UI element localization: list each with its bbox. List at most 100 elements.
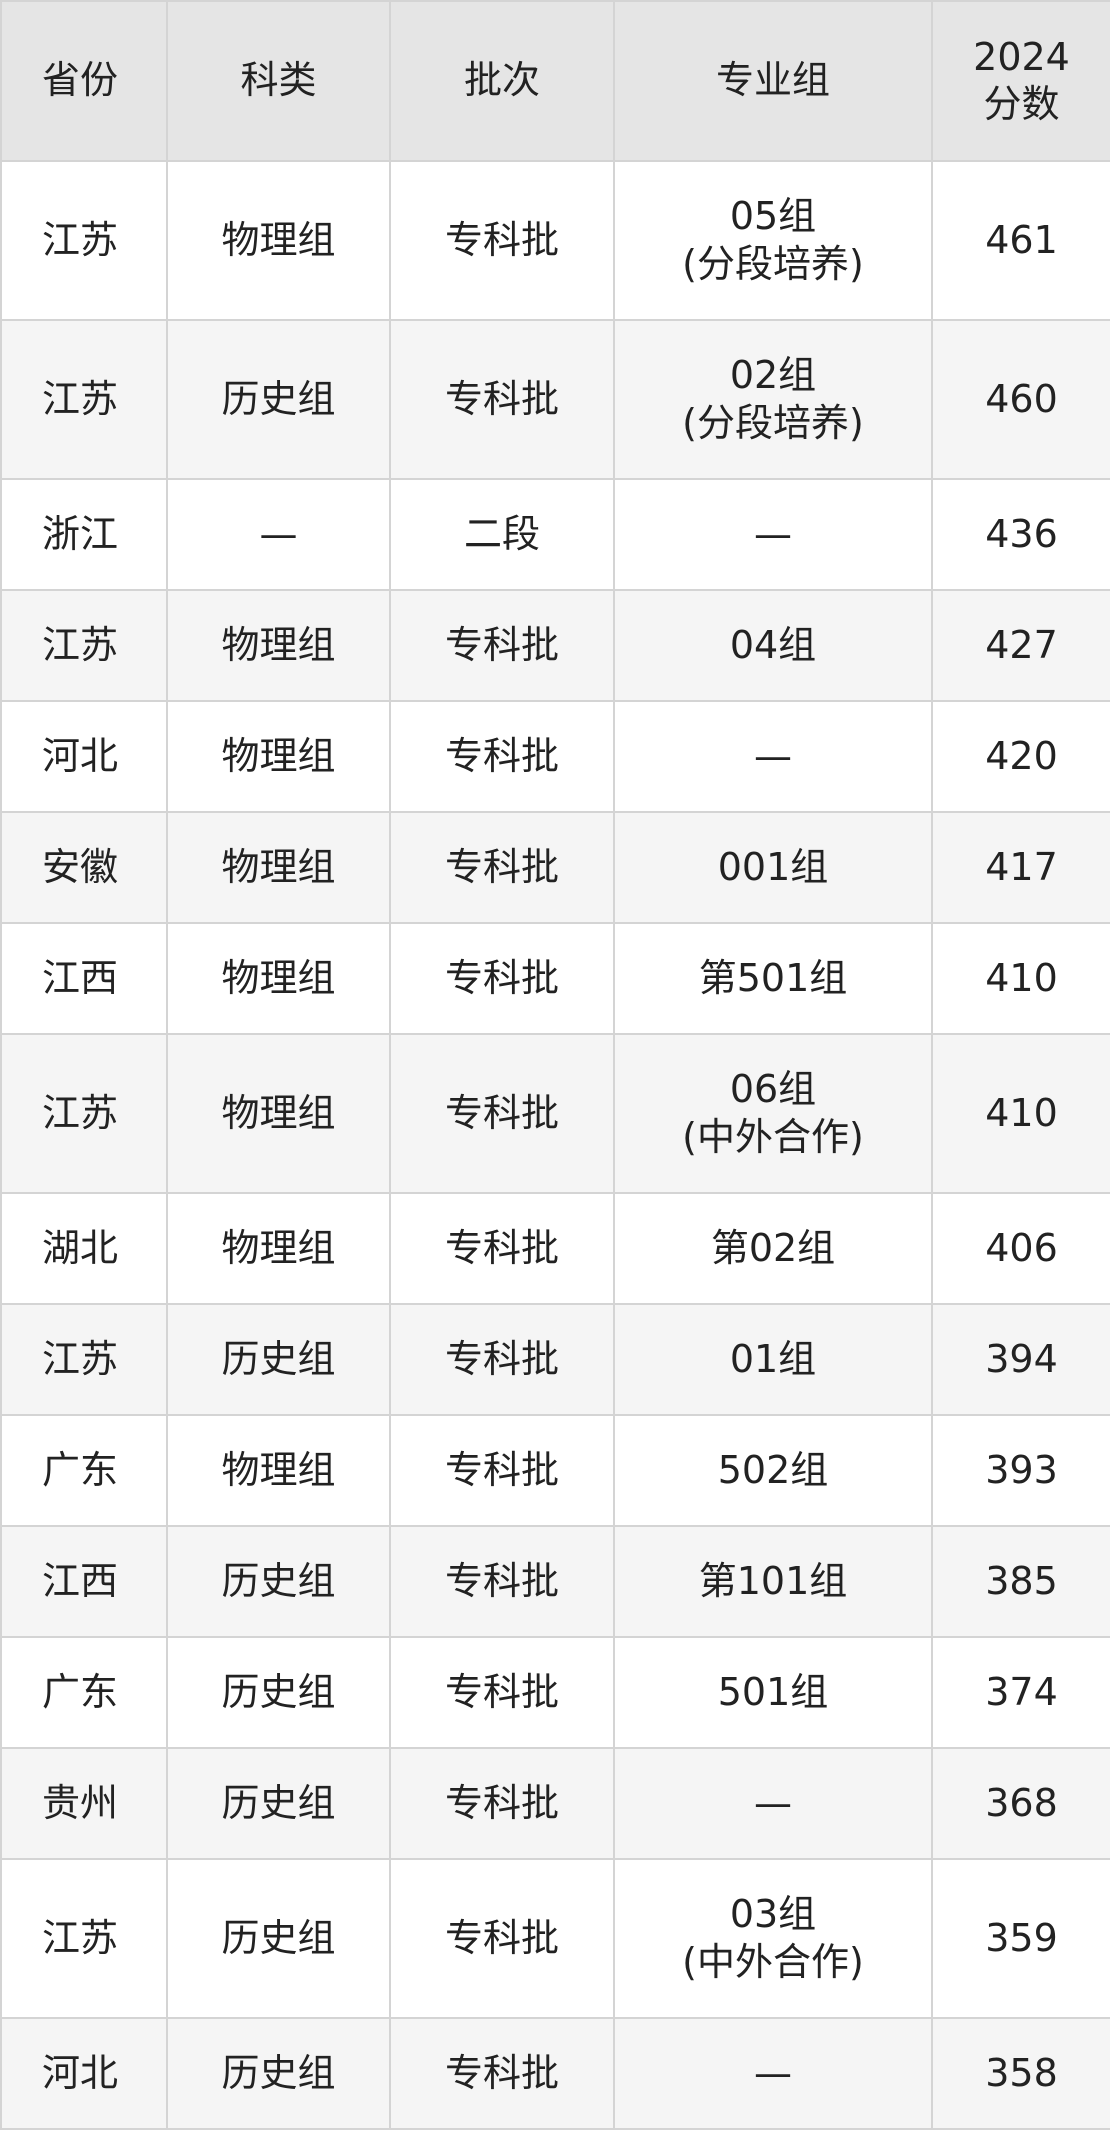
table-cell: 专科批 [389,811,615,924]
table-cell: 江西 [0,1525,168,1638]
table-cell: 历史组 [166,1636,391,1749]
table-cell: 江苏 [0,319,168,480]
table-cell: 江苏 [0,1033,168,1194]
table-row: 河北 物理组 专科批 —420 [0,700,1110,813]
table-row: 江西 物理组 专科批 第501组 410 [0,922,1110,1035]
table-cell: 历史组 [166,1747,391,1860]
table-cell: 461 [931,160,1110,321]
table-cell: 物理组 [166,922,391,1035]
table-cell: 02组 (分段培养) [613,319,933,480]
table-cell: 物理组 [166,811,391,924]
table-row: 江苏 物理组 专科批 04组 427 [0,589,1110,702]
table-row: 江苏 历史组 专科批 02组 (分段培养) 460 [0,319,1110,480]
table-cell: 第101组 [613,1525,933,1638]
table-cell: 历史组 [166,2017,391,2130]
table-cell: 417 [931,811,1110,924]
table-cell: 专科批 [389,1636,615,1749]
table-row: 安徽 物理组 专科批 001组 417 [0,811,1110,924]
table-cell: 专科批 [389,2017,615,2130]
table-cell: 01组 [613,1303,933,1416]
header-cell: 专业组 [613,0,933,162]
table-cell: 广东 [0,1414,168,1527]
table-cell: 374 [931,1636,1110,1749]
table-cell: — [166,478,391,591]
table-cell: 502组 [613,1414,933,1527]
table-cell: 湖北 [0,1192,168,1305]
table-cell: 358 [931,2017,1110,2130]
table-cell: 专科批 [389,589,615,702]
table-cell: 历史组 [166,1525,391,1638]
table-row: 江苏 物理组 专科批 06组 (中外合作) 410 [0,1033,1110,1194]
table-cell: 物理组 [166,700,391,813]
table-cell: 物理组 [166,1033,391,1194]
table-body: 江苏 物理组 专科批 05组 (分段培养) 461 江苏 历史组 专科批 02组 (分段培养) 4… [0,160,1110,2130]
header-cell: 省份 [0,0,168,162]
table-cell: 历史组 [166,319,391,480]
table-cell: 物理组 [166,589,391,702]
table-cell: 001组 [613,811,933,924]
table-row: 江苏 物理组 专科批 05组 (分段培养) 461 [0,160,1110,321]
table-row: 浙江 — 二段 —436 [0,478,1110,591]
table-cell: 专科批 [389,1414,615,1527]
table-cell: 历史组 [166,1303,391,1416]
table-cell: 物理组 [166,160,391,321]
table-cell: 368 [931,1747,1110,1860]
table-cell: 浙江 [0,478,168,591]
table-cell: 江苏 [0,1303,168,1416]
table-cell: 专科批 [389,1858,615,2019]
table-cell: 460 [931,319,1110,480]
table-cell: 410 [931,922,1110,1035]
table-cell: 03组 (中外合作) [613,1858,933,2019]
table-cell: — [613,700,933,813]
table-cell: 物理组 [166,1192,391,1305]
table-cell: 专科批 [389,1525,615,1638]
header-cell: 2024 分数 [931,0,1110,162]
table-row: 广东 物理组 专科批 502组 393 [0,1414,1110,1527]
table-cell: 专科批 [389,922,615,1035]
table-row: 江西 历史组 专科批 第101组 385 [0,1525,1110,1638]
table-cell: — [613,2017,933,2130]
table-cell: 广东 [0,1636,168,1749]
table-cell: 贵州 [0,1747,168,1860]
table-cell: 二段 [389,478,615,591]
table-cell: — [613,1747,933,1860]
table-cell: 359 [931,1858,1110,2019]
table-cell: 安徽 [0,811,168,924]
table-cell: 专科批 [389,319,615,480]
header-cell: 批次 [389,0,615,162]
table-cell: 05组 (分段培养) [613,160,933,321]
table-cell: 专科批 [389,1303,615,1416]
header-row: 省份 科类 批次 专业组 2024 分数 [0,0,1110,162]
table-row: 江苏 历史组 专科批 03组 (中外合作) 359 [0,1858,1110,2019]
header-cell: 科类 [166,0,391,162]
table-cell: 410 [931,1033,1110,1194]
table-cell: 专科批 [389,700,615,813]
table-cell: — [613,478,933,591]
table-cell: 427 [931,589,1110,702]
table-cell: 393 [931,1414,1110,1527]
table-cell: 501组 [613,1636,933,1749]
table-cell: 专科批 [389,1747,615,1860]
table-cell: 河北 [0,2017,168,2130]
table-row: 湖北 物理组 专科批 第02组 406 [0,1192,1110,1305]
table-cell: 物理组 [166,1414,391,1527]
table-cell: 436 [931,478,1110,591]
table-row: 江苏 历史组 专科批 01组 394 [0,1303,1110,1416]
table-cell: 第02组 [613,1192,933,1305]
table-row: 贵州 历史组 专科批 —368 [0,1747,1110,1860]
table-cell: 河北 [0,700,168,813]
table-cell: 394 [931,1303,1110,1416]
table-cell: 04组 [613,589,933,702]
table-row: 广东 历史组 专科批 501组 374 [0,1636,1110,1749]
table-cell: 江苏 [0,160,168,321]
table-cell: 专科批 [389,1192,615,1305]
table-cell: 江西 [0,922,168,1035]
table-cell: 江苏 [0,589,168,702]
table-cell: 第501组 [613,922,933,1035]
table-cell: 历史组 [166,1858,391,2019]
table-cell: 江苏 [0,1858,168,2019]
table-row: 河北 历史组 专科批 —358 [0,2017,1110,2130]
table-cell: 专科批 [389,1033,615,1194]
